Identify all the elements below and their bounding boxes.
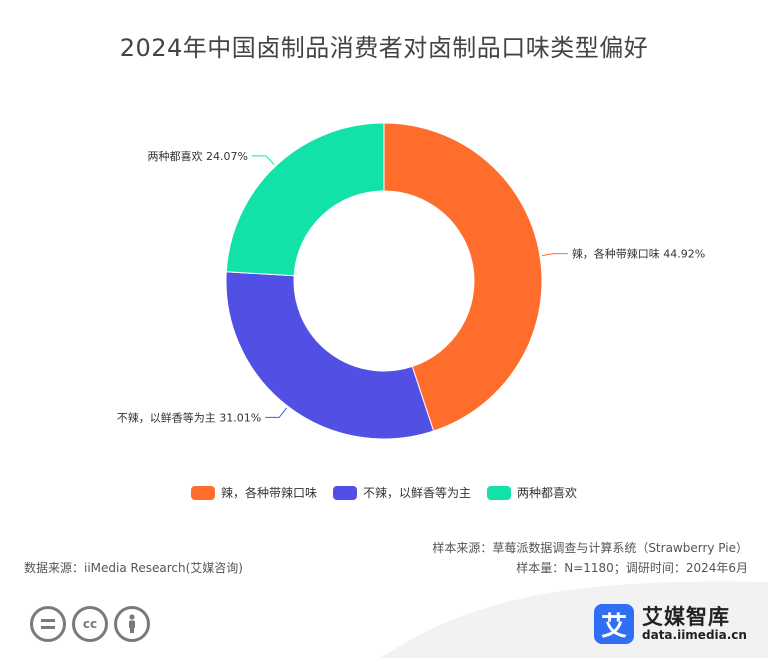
cc-equal-icon bbox=[30, 606, 66, 642]
license-icons: cc bbox=[30, 606, 150, 642]
cc-person-icon bbox=[114, 606, 150, 642]
leader-line-both bbox=[251, 155, 275, 165]
donut-slice-spicy[interactable] bbox=[383, 122, 543, 432]
data-label-not-spicy: 不辣，以鲜香等为主 31.01% bbox=[117, 410, 261, 424]
legend-swatch-both bbox=[487, 485, 511, 500]
brand-logo: 艾 艾媒智库 data.iimedia.cn bbox=[594, 604, 747, 644]
sample-size: 样本量：N=1180；调研时间：2024年6月 bbox=[516, 561, 748, 575]
donut-chart: 辣，各种带辣口味 44.92% 不辣，以鲜香等为主 31.01% 两种都喜欢 24.… bbox=[117, 122, 705, 440]
legend-swatch-spicy bbox=[190, 485, 215, 500]
chart-legend: 辣，各种带辣口味 不辣，以鲜香等为主 两种都喜欢 bbox=[0, 484, 768, 501]
legend-label-spicy: 辣，各种带辣口味 bbox=[220, 486, 317, 500]
cc-logo-icon: cc bbox=[72, 606, 108, 642]
brand-logo-icon: 艾 bbox=[594, 604, 634, 644]
leader-line-not-spicy bbox=[265, 407, 287, 418]
leader-line-spicy bbox=[541, 253, 568, 257]
legend-item-spicy[interactable]: 辣，各种带辣口味 bbox=[190, 484, 317, 501]
data-source: 数据来源：iiMedia Research(艾媒咨询) bbox=[24, 561, 243, 575]
brand-name: 艾媒智库 bbox=[642, 605, 730, 630]
legend-item-both[interactable]: 两种都喜欢 bbox=[487, 484, 577, 501]
sample-info: 样本来源：草莓派数据调查与计算系统（Strawberry Pie） 样本量：N=… bbox=[432, 538, 748, 578]
data-label-both: 两种都喜欢 24.07% bbox=[148, 149, 248, 163]
legend-label-both: 两种都喜欢 bbox=[517, 486, 578, 500]
brand-url: data.iimedia.cn bbox=[642, 628, 747, 643]
chart-title: 2024年中国卤制品消费者对卤制品口味类型偏好 bbox=[119, 34, 649, 62]
background-wave bbox=[380, 581, 768, 658]
sample-source: 样本来源：草莓派数据调查与计算系统（Strawberry Pie） bbox=[432, 541, 748, 555]
legend-item-not-spicy[interactable]: 不辣，以鲜香等为主 bbox=[332, 484, 471, 501]
data-label-spicy: 辣，各种带辣口味 44.92% bbox=[572, 247, 705, 261]
donut-slice-not-spicy[interactable] bbox=[225, 271, 435, 440]
donut-slice-both[interactable] bbox=[225, 122, 385, 277]
legend-swatch-not-spicy bbox=[332, 485, 357, 500]
legend-label-not-spicy: 不辣，以鲜香等为主 bbox=[362, 486, 471, 500]
